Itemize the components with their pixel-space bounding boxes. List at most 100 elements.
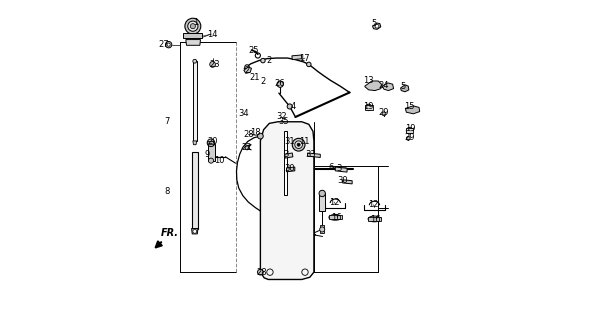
Text: 29: 29: [404, 132, 415, 141]
Text: 3: 3: [337, 164, 342, 173]
Circle shape: [245, 65, 249, 69]
Text: 28: 28: [257, 268, 267, 277]
Text: 24: 24: [379, 81, 389, 90]
Text: 28: 28: [243, 130, 254, 139]
Circle shape: [277, 81, 283, 87]
Circle shape: [165, 42, 172, 48]
Text: 27: 27: [159, 40, 170, 49]
Text: 2: 2: [267, 56, 272, 65]
Polygon shape: [336, 167, 347, 172]
Polygon shape: [285, 153, 293, 158]
Bar: [192, 152, 198, 228]
Text: 22: 22: [242, 143, 253, 152]
Text: 31: 31: [284, 137, 295, 146]
Bar: [292, 55, 302, 60]
Polygon shape: [406, 106, 420, 114]
Text: 19: 19: [364, 102, 374, 111]
Polygon shape: [401, 85, 409, 92]
Text: 16: 16: [331, 213, 342, 222]
Circle shape: [207, 139, 215, 147]
Text: 14: 14: [207, 30, 218, 39]
Text: 4: 4: [290, 102, 295, 111]
Bar: [320, 194, 325, 211]
Circle shape: [185, 18, 201, 34]
Polygon shape: [260, 122, 314, 279]
Polygon shape: [207, 141, 215, 145]
Text: 20: 20: [207, 137, 218, 146]
Text: 30: 30: [284, 164, 295, 173]
Circle shape: [193, 229, 196, 233]
Text: 10: 10: [214, 156, 224, 164]
Polygon shape: [193, 141, 196, 145]
Text: 30: 30: [337, 176, 348, 185]
Text: 8: 8: [165, 188, 170, 196]
Polygon shape: [287, 167, 295, 172]
Text: 6: 6: [328, 163, 334, 172]
Circle shape: [375, 24, 379, 28]
Text: 25: 25: [248, 45, 259, 55]
Text: 26: 26: [275, 79, 285, 88]
Circle shape: [406, 127, 413, 134]
Text: 15: 15: [404, 102, 415, 111]
Polygon shape: [365, 81, 381, 91]
Circle shape: [260, 58, 265, 63]
Circle shape: [193, 59, 196, 63]
Text: 29: 29: [379, 108, 389, 117]
Circle shape: [295, 141, 303, 148]
Text: FR.: FR.: [161, 228, 179, 238]
Text: 12: 12: [329, 197, 340, 206]
Polygon shape: [192, 228, 198, 234]
Text: 3: 3: [283, 150, 289, 159]
Text: 23: 23: [210, 60, 220, 69]
Circle shape: [257, 133, 264, 139]
Text: 34: 34: [239, 109, 249, 118]
Polygon shape: [244, 67, 251, 73]
Circle shape: [257, 269, 264, 275]
Circle shape: [297, 143, 300, 146]
Bar: [329, 215, 342, 219]
Text: 21: 21: [249, 73, 260, 82]
Text: 17: 17: [299, 53, 310, 62]
Circle shape: [209, 158, 213, 163]
Circle shape: [245, 146, 249, 150]
Text: 19: 19: [406, 124, 416, 133]
Polygon shape: [183, 33, 203, 38]
Text: 1: 1: [193, 19, 199, 28]
Bar: [320, 225, 324, 233]
Bar: [406, 128, 414, 133]
Circle shape: [406, 136, 410, 140]
Text: 7: 7: [165, 117, 170, 126]
Bar: [207, 144, 215, 161]
Text: 5: 5: [372, 19, 377, 28]
Bar: [193, 61, 196, 141]
Polygon shape: [373, 23, 381, 29]
Polygon shape: [382, 83, 393, 91]
Text: 2: 2: [260, 77, 265, 86]
Text: 35: 35: [278, 117, 289, 126]
Polygon shape: [186, 40, 201, 45]
Circle shape: [319, 190, 325, 197]
Circle shape: [287, 104, 292, 109]
Circle shape: [292, 138, 305, 151]
Polygon shape: [307, 153, 320, 157]
Text: 32: 32: [277, 112, 287, 121]
Text: 33: 33: [306, 150, 316, 159]
Circle shape: [167, 43, 170, 46]
Text: 12: 12: [368, 200, 379, 209]
Circle shape: [365, 104, 372, 111]
Circle shape: [307, 62, 311, 67]
Text: 18: 18: [250, 128, 261, 137]
Text: 16: 16: [370, 215, 381, 224]
Text: 13: 13: [364, 76, 374, 85]
Circle shape: [188, 21, 198, 31]
Bar: [365, 105, 373, 110]
Circle shape: [382, 112, 386, 116]
Polygon shape: [343, 180, 352, 184]
Circle shape: [190, 24, 195, 29]
Bar: [284, 131, 287, 195]
Circle shape: [320, 227, 325, 232]
Text: 2: 2: [245, 66, 249, 75]
Text: 11: 11: [299, 137, 310, 146]
Bar: [368, 217, 381, 221]
Text: 5: 5: [401, 82, 406, 91]
